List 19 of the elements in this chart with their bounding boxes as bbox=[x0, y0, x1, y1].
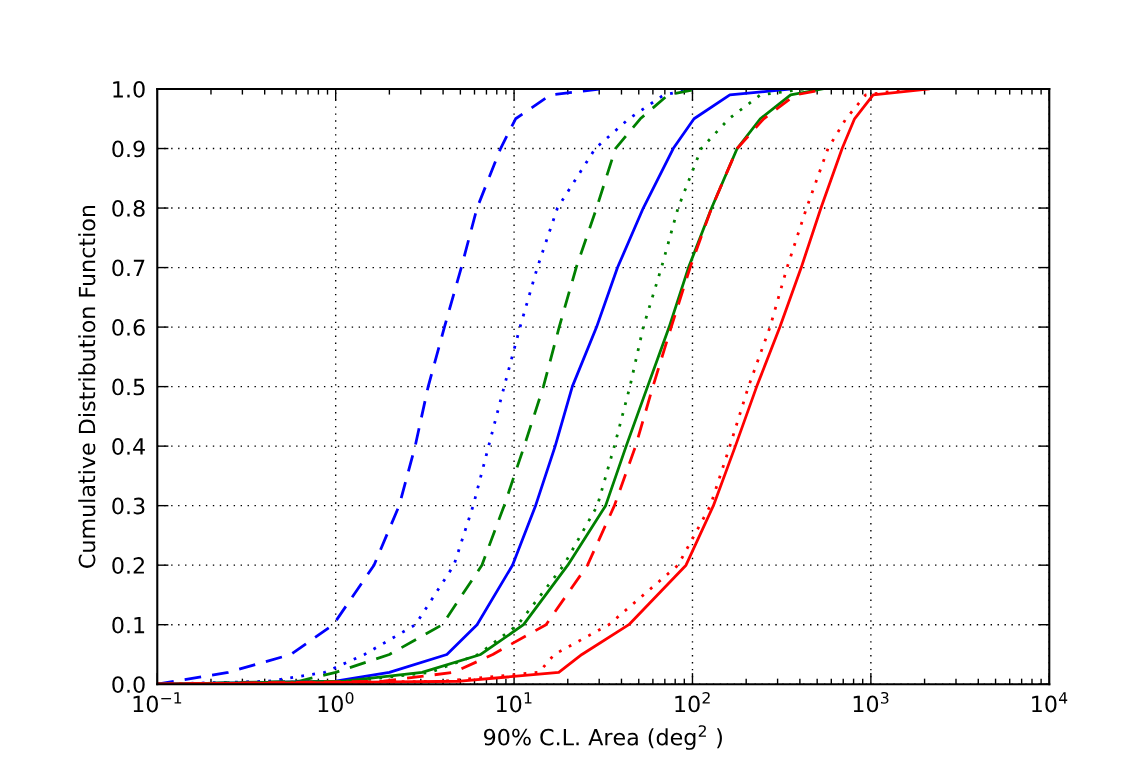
y-tick-label: 0.1 bbox=[112, 616, 145, 634]
y-tick-label: 0.7 bbox=[112, 259, 145, 277]
y-axis-title: Cumulative Distribution Function bbox=[78, 205, 96, 568]
x-tick-label: 10$^{−1}$ bbox=[133, 692, 182, 713]
y-tick-label: 0.0 bbox=[112, 676, 145, 693]
y-tick-label: 0.5 bbox=[112, 378, 145, 396]
x-tick-label: 10$^{1}$ bbox=[496, 692, 532, 713]
y-tick-label: 1.0 bbox=[113, 80, 145, 98]
y-tick-label: 0.4 bbox=[112, 438, 145, 455]
y-tick-label: 0.2 bbox=[112, 557, 144, 574]
x-tick-label: 10$^{0}$ bbox=[318, 691, 354, 713]
x-tick-label: 10$^{3}$ bbox=[853, 691, 889, 713]
x-tick-label: 10$^{2}$ bbox=[675, 691, 710, 713]
x-tick-label: 10$^{4}$ bbox=[1032, 692, 1068, 713]
y-tick-label: 0.3 bbox=[112, 497, 145, 515]
y-tick-label: 0.6 bbox=[112, 319, 145, 336]
y-tick-label: 0.8 bbox=[112, 200, 145, 217]
x-axis-title: 90% C.L. Area (deg$^{2}$ ) bbox=[484, 725, 722, 750]
y-tick-label: 0.9 bbox=[112, 140, 145, 158]
